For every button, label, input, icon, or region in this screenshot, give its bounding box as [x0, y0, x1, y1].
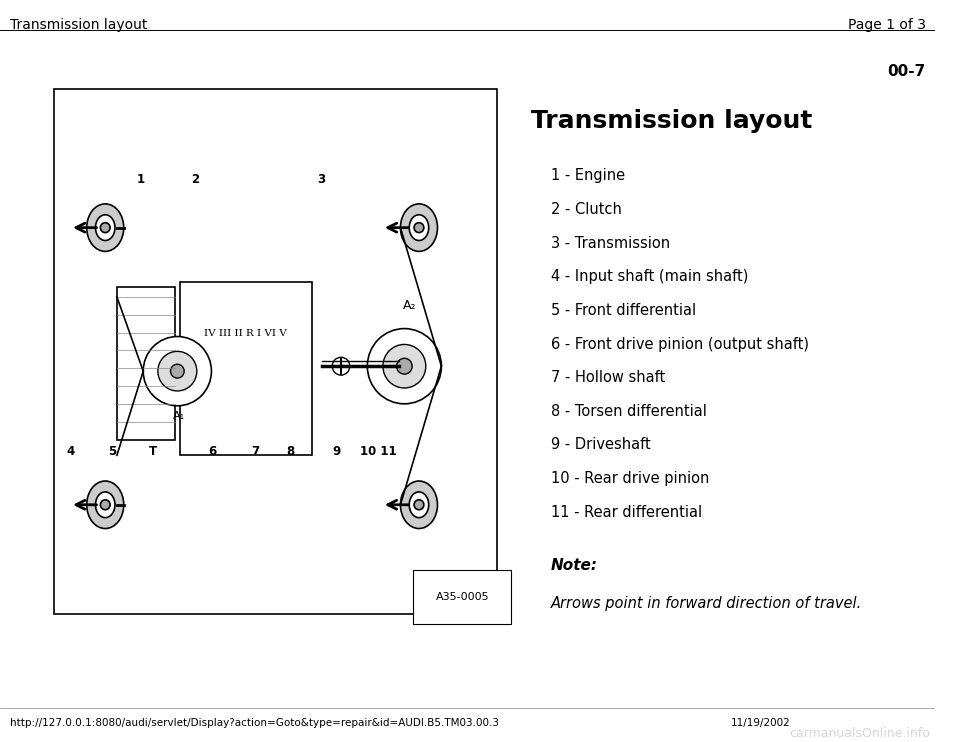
Text: 9: 9 [332, 445, 340, 459]
Text: 5: 5 [108, 445, 116, 459]
Text: 10 11: 10 11 [360, 445, 396, 459]
Text: 4 - Input shaft (main shaft): 4 - Input shaft (main shaft) [550, 269, 748, 284]
Text: T: T [149, 445, 157, 459]
Circle shape [414, 223, 424, 232]
Text: 4: 4 [66, 445, 74, 459]
Text: Arrows point in forward direction of travel.: Arrows point in forward direction of tra… [550, 596, 862, 611]
Text: 8 - Torsen differential: 8 - Torsen differential [550, 404, 707, 418]
Circle shape [101, 223, 110, 232]
Circle shape [383, 344, 426, 388]
Text: 10 - Rear drive pinion: 10 - Rear drive pinion [550, 471, 708, 486]
Circle shape [414, 500, 424, 510]
Ellipse shape [400, 204, 438, 252]
Text: 1: 1 [136, 173, 144, 186]
Text: Note:: Note: [550, 558, 597, 574]
Text: 1 - Engine: 1 - Engine [550, 168, 625, 183]
Circle shape [368, 329, 442, 404]
Text: 5 - Front differential: 5 - Front differential [550, 303, 696, 318]
Text: 2 - Clutch: 2 - Clutch [550, 202, 621, 217]
Circle shape [157, 352, 197, 391]
Text: A35-0005: A35-0005 [436, 592, 490, 602]
Text: 00-7: 00-7 [887, 65, 925, 79]
Circle shape [101, 500, 110, 510]
Text: 6 - Front drive pinion (output shaft): 6 - Front drive pinion (output shaft) [550, 337, 808, 352]
Text: 7: 7 [252, 445, 259, 459]
Text: 7 - Hollow shaft: 7 - Hollow shaft [550, 370, 664, 385]
Text: 3: 3 [318, 173, 325, 186]
Text: 6: 6 [208, 445, 217, 459]
Text: A₂: A₂ [402, 299, 416, 312]
Ellipse shape [95, 214, 115, 240]
Text: 11/19/2002: 11/19/2002 [731, 718, 790, 728]
Text: http://127.0.0.1:8080/audi/servlet/Display?action=Goto&type=repair&id=AUDI.B5.TM: http://127.0.0.1:8080/audi/servlet/Displ… [10, 718, 499, 728]
Text: 9 - Driveshaft: 9 - Driveshaft [550, 438, 650, 453]
Ellipse shape [95, 492, 115, 518]
Ellipse shape [86, 481, 124, 528]
Text: carmanualsOnline.info: carmanualsOnline.info [789, 727, 930, 741]
Text: Transmission layout: Transmission layout [531, 109, 812, 133]
Text: IV III II R I VI V: IV III II R I VI V [204, 329, 287, 338]
Text: 8: 8 [286, 445, 295, 459]
Bar [54, 89, 497, 614]
Ellipse shape [86, 204, 124, 252]
Text: Page 1 of 3: Page 1 of 3 [848, 18, 925, 32]
Circle shape [396, 358, 412, 374]
Text: 2: 2 [191, 173, 199, 186]
Text: 3 - Transmission: 3 - Transmission [550, 235, 670, 251]
Circle shape [332, 358, 349, 375]
Ellipse shape [409, 492, 429, 518]
Circle shape [171, 364, 184, 378]
Text: A₁: A₁ [173, 410, 185, 421]
Bar [117, 287, 176, 441]
Text: 11 - Rear differential: 11 - Rear differential [550, 505, 702, 519]
Bar [180, 282, 312, 456]
Ellipse shape [409, 214, 429, 240]
Ellipse shape [400, 481, 438, 528]
Circle shape [143, 337, 211, 406]
Text: Transmission layout: Transmission layout [10, 18, 147, 32]
